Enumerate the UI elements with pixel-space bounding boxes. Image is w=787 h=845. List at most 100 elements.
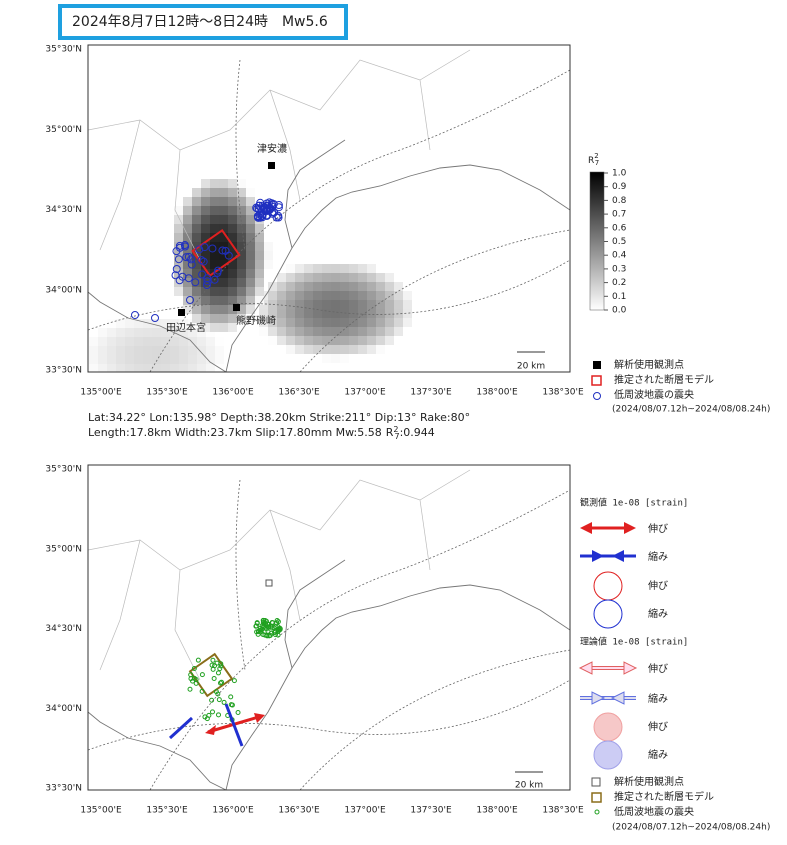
heat-cell bbox=[376, 318, 385, 327]
lfe bbox=[209, 697, 215, 703]
heat-cell bbox=[268, 291, 277, 300]
heat-cell bbox=[206, 328, 215, 337]
heat-cell bbox=[228, 206, 237, 215]
lon-label: 138°00'E bbox=[476, 388, 518, 398]
heat-cell bbox=[201, 278, 210, 287]
heat-cell bbox=[170, 346, 179, 355]
lfe bbox=[203, 277, 212, 286]
heat-cell bbox=[385, 336, 394, 345]
heat-cell bbox=[358, 273, 367, 282]
heat-cell bbox=[174, 224, 183, 233]
lfe bbox=[208, 244, 217, 253]
heat-cell bbox=[219, 287, 228, 296]
heat-cell bbox=[277, 291, 286, 300]
lon-label: 135°00'E bbox=[80, 388, 122, 398]
lfe bbox=[277, 627, 283, 633]
lfe bbox=[187, 686, 193, 692]
heat-cell bbox=[219, 179, 228, 188]
heat-cell bbox=[313, 309, 322, 318]
colorbar-tick-label: 0.7 bbox=[612, 210, 626, 220]
heat-cell bbox=[304, 345, 313, 354]
heat-cell bbox=[322, 354, 331, 363]
heat-cell bbox=[134, 328, 143, 337]
heat-cell bbox=[192, 305, 201, 314]
legend-label: 縮み bbox=[648, 607, 668, 620]
heat-cell bbox=[367, 327, 376, 336]
lfe bbox=[180, 241, 189, 250]
heat-cell bbox=[183, 251, 192, 260]
lfe bbox=[264, 633, 270, 639]
lon-label: 138°00'E bbox=[476, 806, 518, 816]
colorbar-tick-label: 0.1 bbox=[612, 292, 626, 302]
heat-cell bbox=[313, 291, 322, 300]
lat-label: 34°30'N bbox=[45, 624, 82, 634]
lfe bbox=[174, 255, 183, 264]
heat-cell bbox=[295, 264, 304, 273]
heat-cell bbox=[295, 345, 304, 354]
legend-label: 解析使用観測点 bbox=[614, 358, 684, 371]
lfe bbox=[261, 622, 267, 628]
heat-cell bbox=[206, 346, 215, 355]
heat-cell bbox=[376, 273, 385, 282]
heat-cell bbox=[376, 300, 385, 309]
heat-cell bbox=[268, 309, 277, 318]
params-line: Lat:34.22° Lon:135.98° Depth:38.20km Str… bbox=[88, 411, 470, 424]
scale-label: 20 km bbox=[517, 362, 545, 372]
heat-cell bbox=[210, 206, 219, 215]
heat-cell bbox=[152, 355, 161, 364]
colorbar-tick-label: 0.5 bbox=[612, 237, 626, 247]
legend-label: 推定された断層モデル bbox=[614, 790, 714, 803]
heat-cell bbox=[304, 318, 313, 327]
lon-label: 136°30'E bbox=[278, 388, 320, 398]
legend-label: 低周波地震の震央 bbox=[614, 805, 694, 818]
heat-cell bbox=[219, 323, 228, 332]
heat-cell bbox=[228, 179, 237, 188]
lfe bbox=[184, 274, 193, 283]
lfe bbox=[212, 663, 218, 669]
lfe bbox=[269, 200, 278, 209]
heat-cell bbox=[134, 373, 143, 382]
heat-cell bbox=[394, 309, 403, 318]
station bbox=[233, 304, 240, 311]
lon-label: 135°30'E bbox=[146, 388, 188, 398]
heat-cell bbox=[304, 327, 313, 336]
heat-cell bbox=[358, 300, 367, 309]
heat-cell bbox=[394, 282, 403, 291]
heat-cell bbox=[304, 309, 313, 318]
heat-cell bbox=[152, 328, 161, 337]
heat-cell bbox=[331, 318, 340, 327]
heat-cell bbox=[313, 336, 322, 345]
heat-cell bbox=[125, 346, 134, 355]
heat-cell bbox=[179, 319, 188, 328]
lfe bbox=[187, 255, 196, 264]
heat-cell bbox=[201, 287, 210, 296]
heat-cell bbox=[340, 336, 349, 345]
heat-cell bbox=[277, 282, 286, 291]
legend-label: 伸び bbox=[648, 523, 668, 535]
heat-cell bbox=[174, 233, 183, 242]
heat-cell bbox=[246, 215, 255, 224]
heat-cell bbox=[197, 328, 206, 337]
heat-cell bbox=[174, 260, 183, 269]
lfe-epicenters bbox=[131, 198, 283, 322]
lfe bbox=[211, 676, 217, 682]
lfe bbox=[267, 632, 273, 638]
heat-cell bbox=[358, 318, 367, 327]
heat-cell bbox=[385, 300, 394, 309]
heat-cell bbox=[313, 273, 322, 282]
heat-cell bbox=[228, 188, 237, 197]
heat-cell bbox=[210, 323, 219, 332]
heat-cell bbox=[246, 296, 255, 305]
heat-cell bbox=[89, 346, 98, 355]
heat-cell bbox=[201, 305, 210, 314]
heatmap bbox=[89, 179, 412, 382]
colorbar-tick-label: 0.8 bbox=[612, 196, 627, 206]
heat-cell bbox=[277, 318, 286, 327]
lfe bbox=[273, 628, 279, 634]
heat-cell bbox=[188, 319, 197, 328]
heat-cell bbox=[376, 309, 385, 318]
lfe bbox=[229, 702, 235, 708]
heat-cell bbox=[192, 188, 201, 197]
heat-cell bbox=[322, 264, 331, 273]
heat-cell bbox=[228, 233, 237, 242]
